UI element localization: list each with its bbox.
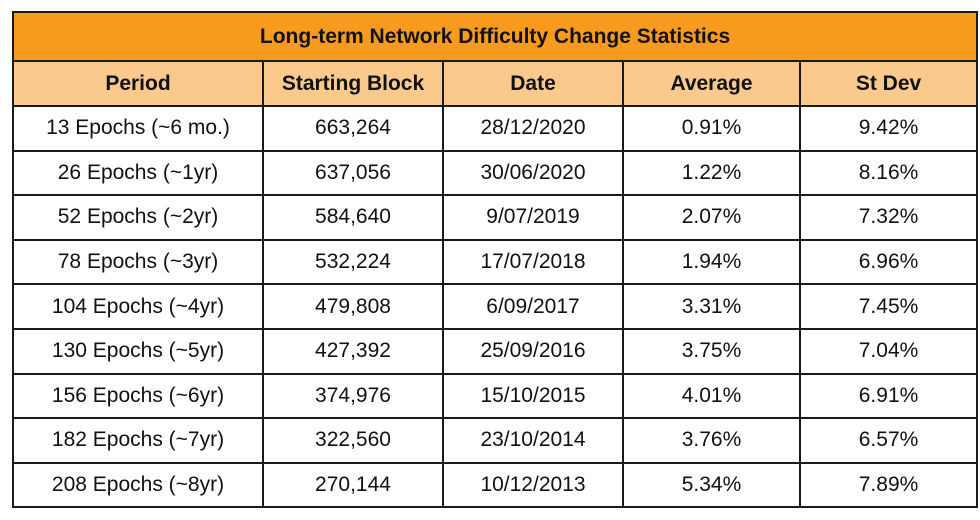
cell-average: 4.01% <box>622 372 801 420</box>
cell-average: 3.31% <box>622 283 801 330</box>
cell-st-dev: 6.91% <box>798 372 979 420</box>
table-row: 78 Epochs (~3yr) 532,224 17/07/2018 1.94… <box>12 238 979 286</box>
cell-average: 1.22% <box>622 149 801 197</box>
cell-date: 6/09/2017 <box>442 283 624 330</box>
table-title: Long-term Network Difficulty Change Stat… <box>11 11 979 62</box>
cell-period: 26 Epochs (~1yr) <box>12 149 264 197</box>
header-st-dev: St Dev <box>798 60 979 107</box>
cell-period: 156 Epochs (~6yr) <box>12 372 264 420</box>
cell-period: 130 Epochs (~5yr) <box>12 327 264 375</box>
cell-date: 30/06/2020 <box>442 149 624 197</box>
cell-st-dev: 7.45% <box>798 283 979 330</box>
cell-starting-block: 584,640 <box>262 194 444 241</box>
cell-st-dev: 7.89% <box>798 461 979 509</box>
cell-starting-block: 637,056 <box>262 149 444 197</box>
table-row: 130 Epochs (~5yr) 427,392 25/09/2016 3.7… <box>12 327 979 375</box>
cell-date: 17/07/2018 <box>442 238 624 286</box>
cell-average: 2.07% <box>622 194 801 241</box>
cell-period: 182 Epochs (~7yr) <box>12 417 264 464</box>
header-average: Average <box>622 60 801 107</box>
cell-period: 78 Epochs (~3yr) <box>12 238 264 286</box>
header-date: Date <box>442 60 624 107</box>
table-row: 208 Epochs (~8yr) 270,144 10/12/2013 5.3… <box>12 461 979 509</box>
table-row: 26 Epochs (~1yr) 637,056 30/06/2020 1.22… <box>12 149 979 197</box>
table-row: 52 Epochs (~2yr) 584,640 9/07/2019 2.07%… <box>12 194 979 241</box>
cell-date: 9/07/2019 <box>442 194 624 241</box>
cell-st-dev: 7.04% <box>798 327 979 375</box>
cell-date: 28/12/2020 <box>442 105 624 152</box>
cell-starting-block: 427,392 <box>262 327 444 375</box>
cell-period: 104 Epochs (~4yr) <box>12 283 264 330</box>
cell-average: 5.34% <box>622 461 801 509</box>
header-period: Period <box>12 60 264 107</box>
cell-st-dev: 8.16% <box>798 149 979 197</box>
cell-starting-block: 374,976 <box>262 372 444 420</box>
table-header-row: Period Starting Block Date Average St De… <box>12 60 979 107</box>
table-row: 13 Epochs (~6 mo.) 663,264 28/12/2020 0.… <box>12 105 979 152</box>
header-starting-block: Starting Block <box>262 60 444 107</box>
cell-period: 52 Epochs (~2yr) <box>12 194 264 241</box>
cell-period: 13 Epochs (~6 mo.) <box>12 105 264 152</box>
cell-starting-block: 322,560 <box>262 417 444 464</box>
table-title-row: Long-term Network Difficulty Change Stat… <box>11 11 979 62</box>
table-row: 182 Epochs (~7yr) 322,560 23/10/2014 3.7… <box>12 417 979 464</box>
cell-st-dev: 7.32% <box>798 194 979 241</box>
cell-starting-block: 532,224 <box>262 238 444 286</box>
table-row: 104 Epochs (~4yr) 479,808 6/09/2017 3.31… <box>12 283 979 330</box>
stats-table-container: Long-term Network Difficulty Change Stat… <box>11 11 979 509</box>
cell-average: 0.91% <box>622 105 801 152</box>
cell-starting-block: 663,264 <box>262 105 444 152</box>
cell-date: 23/10/2014 <box>442 417 624 464</box>
cell-starting-block: 270,144 <box>262 461 444 509</box>
difficulty-stats-table: Long-term Network Difficulty Change Stat… <box>11 11 979 509</box>
cell-st-dev: 9.42% <box>798 105 979 152</box>
cell-average: 3.75% <box>622 327 801 375</box>
cell-st-dev: 6.57% <box>798 417 979 464</box>
cell-starting-block: 479,808 <box>262 283 444 330</box>
cell-average: 1.94% <box>622 238 801 286</box>
cell-date: 15/10/2015 <box>442 372 624 420</box>
cell-date: 10/12/2013 <box>442 461 624 509</box>
cell-average: 3.76% <box>622 417 801 464</box>
cell-st-dev: 6.96% <box>798 238 979 286</box>
table-row: 156 Epochs (~6yr) 374,976 15/10/2015 4.0… <box>12 372 979 420</box>
cell-period: 208 Epochs (~8yr) <box>12 461 264 509</box>
cell-date: 25/09/2016 <box>442 327 624 375</box>
